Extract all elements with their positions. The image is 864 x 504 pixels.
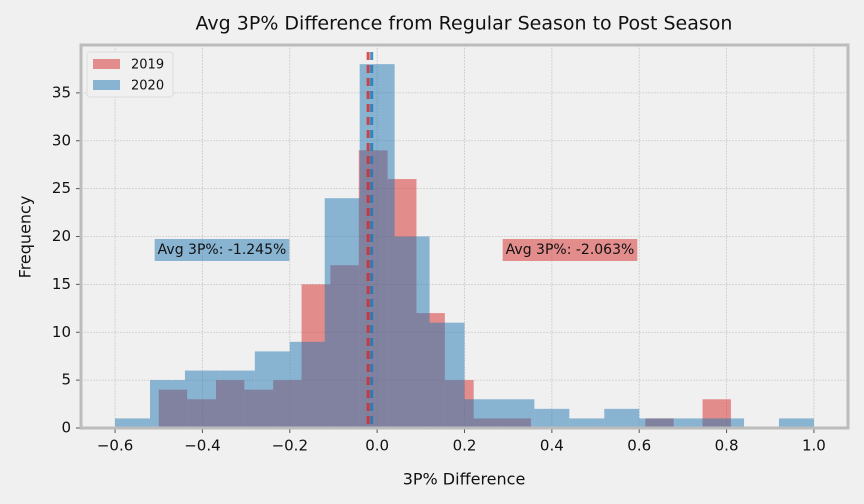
annotation: Avg 3P%: -2.063% — [502, 239, 638, 261]
bar — [184, 370, 220, 428]
plot-frame — [79, 43, 850, 430]
bar — [534, 408, 570, 428]
bar — [324, 198, 360, 428]
bar — [604, 408, 640, 428]
bar — [429, 322, 465, 428]
x-tick-label: 0.2 — [453, 437, 477, 455]
legend-swatch — [93, 59, 120, 69]
bar — [394, 236, 430, 428]
bar — [150, 380, 185, 428]
bar — [674, 418, 710, 428]
bar — [569, 418, 605, 428]
legend-swatch — [93, 80, 120, 90]
bar — [219, 370, 255, 428]
x-axis-label: 3P% Difference — [403, 470, 526, 489]
x-tick-label: 0.4 — [540, 437, 564, 455]
y-tick-label: 15 — [52, 275, 71, 293]
bar — [289, 341, 325, 428]
y-tick-label: 0 — [61, 419, 71, 437]
y-tick-label: 25 — [52, 179, 71, 197]
legend-label: 2019 — [131, 58, 164, 73]
chart-title: Avg 3P% Difference from Regular Season t… — [196, 13, 733, 35]
bar — [359, 64, 395, 429]
bar — [464, 399, 500, 428]
y-tick-label: 10 — [52, 323, 71, 341]
bar — [778, 418, 814, 428]
x-tick-label: −0.6 — [97, 437, 133, 455]
y-tick-label: 35 — [52, 83, 71, 101]
x-tick-label: 0.8 — [715, 437, 739, 455]
x-tick-label: 0.6 — [627, 437, 651, 455]
y-tick-label: 30 — [52, 131, 71, 149]
annotation-text: Avg 3P%: -1.245% — [158, 242, 287, 258]
y-tick-label: 5 — [61, 371, 71, 389]
bar — [115, 418, 151, 428]
annotation-box — [154, 239, 290, 261]
x-tick-label: −0.2 — [272, 437, 308, 455]
annotation-box — [502, 239, 638, 261]
bar — [499, 399, 535, 428]
bar — [254, 351, 290, 428]
annotation-text: Avg 3P%: -2.063% — [506, 242, 635, 258]
y-axis-label: Frequency — [16, 196, 35, 279]
bar — [709, 418, 745, 428]
bar — [639, 418, 675, 428]
x-tick-label: 1.0 — [802, 437, 826, 455]
x-tick-label: 0.0 — [365, 437, 389, 455]
y-tick-label: 20 — [52, 227, 71, 245]
annotation: Avg 3P%: -1.245% — [154, 239, 290, 261]
legend-label: 2020 — [131, 79, 164, 94]
x-tick-label: −0.4 — [184, 437, 220, 455]
